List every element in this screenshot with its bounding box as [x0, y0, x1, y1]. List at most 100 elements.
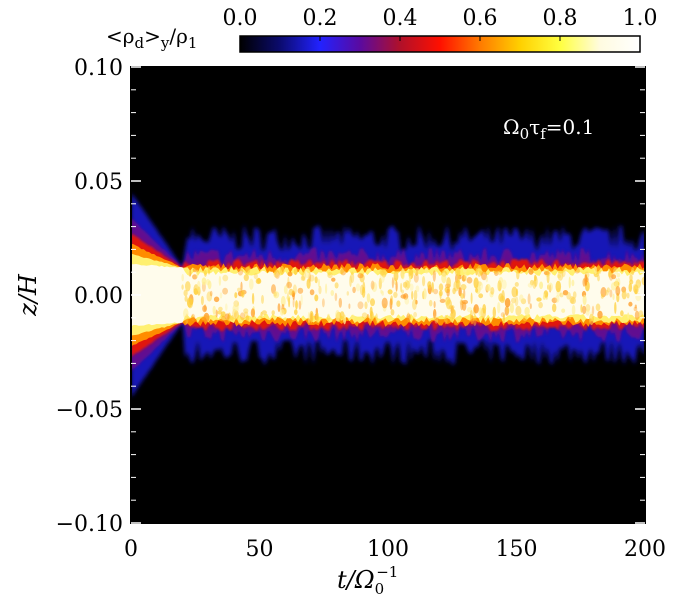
- turbulence-speck: [404, 297, 410, 305]
- turbulence-speck: [361, 286, 366, 298]
- turbulence-speck: [283, 285, 288, 295]
- turbulence-speck: [591, 305, 595, 315]
- turbulence-speck: [498, 293, 504, 302]
- turbulence-speck: [606, 287, 611, 293]
- turbulence-speck: [514, 282, 519, 287]
- turbulence-speck: [566, 292, 571, 300]
- turbulence-speck: [501, 279, 507, 290]
- turbulence-speck: [281, 308, 285, 315]
- turbulence-speck: [589, 313, 594, 326]
- turbulence-speck: [608, 270, 612, 278]
- turbulence-speck: [350, 314, 355, 320]
- turbulence-speck: [595, 303, 601, 312]
- turbulence-speck: [401, 289, 404, 294]
- turbulence-speck: [314, 294, 319, 302]
- turbulence-speck: [234, 292, 238, 299]
- turbulence-speck: [213, 296, 220, 303]
- turbulence-speck: [473, 277, 479, 289]
- colorbar-tick-label: 0.4: [383, 6, 418, 31]
- turbulence-speck: [261, 310, 267, 315]
- turbulence-speck: [403, 293, 409, 300]
- turbulence-speck: [255, 278, 262, 285]
- turbulence-speck: [610, 282, 617, 291]
- x-tick-label: 0: [124, 537, 138, 562]
- turbulence-speck: [460, 300, 464, 311]
- turbulence-speck: [315, 312, 319, 323]
- turbulence-speck: [378, 277, 382, 290]
- turbulence-speck: [334, 292, 338, 302]
- turbulence-speck: [387, 289, 393, 295]
- turbulence-speck: [529, 279, 534, 286]
- turbulence-speck: [415, 269, 419, 276]
- turbulence-speck: [446, 288, 450, 297]
- turbulence-speck: [572, 291, 577, 299]
- turbulence-speck: [401, 268, 405, 280]
- turbulence-speck: [409, 283, 414, 291]
- turbulence-speck: [631, 267, 635, 276]
- turbulence-speck: [476, 265, 482, 277]
- turbulence-speck: [492, 306, 496, 319]
- turbulence-speck: [304, 266, 311, 279]
- turbulence-speck: [389, 298, 393, 310]
- turbulence-speck: [545, 292, 548, 300]
- colorbar-tick-label: 0.6: [463, 6, 498, 31]
- turbulence-speck: [395, 280, 398, 292]
- turbulence-speck: [327, 313, 330, 319]
- turbulence-speck: [287, 271, 293, 277]
- turbulence-speck: [370, 298, 375, 307]
- turbulence-speck: [634, 304, 637, 309]
- turbulence-speck: [207, 265, 211, 275]
- turbulence-speck: [620, 310, 624, 317]
- turbulence-speck: [444, 283, 451, 289]
- turbulence-speck: [193, 284, 199, 296]
- turbulence-speck: [400, 282, 403, 293]
- turbulence-speck: [590, 311, 593, 322]
- turbulence-speck: [635, 283, 641, 290]
- turbulence-speck: [552, 303, 557, 313]
- y-tick-label: −0.10: [56, 512, 123, 537]
- colorbar-ticks: 0.0 0.2 0.4 0.6 0.8 1.0: [223, 6, 658, 41]
- turbulence-speck: [396, 300, 401, 308]
- turbulence-speck: [571, 279, 575, 287]
- turbulence-speck: [339, 311, 345, 320]
- turbulence-speck: [325, 283, 328, 294]
- turbulence-speck: [538, 301, 543, 309]
- turbulence-speck: [593, 266, 598, 275]
- turbulence-speck: [415, 285, 420, 293]
- turbulence-speck: [497, 270, 503, 276]
- turbulence-speck: [292, 297, 295, 308]
- turbulence-speck: [297, 287, 304, 294]
- turbulence-speck: [514, 296, 519, 307]
- turbulence-speck: [568, 315, 572, 319]
- turbulence-speck: [519, 294, 524, 302]
- turbulence-speck: [237, 287, 242, 292]
- turbulence-speck: [497, 302, 501, 314]
- turbulence-speck: [478, 293, 484, 299]
- colorbar-tick-label: 1.0: [623, 6, 658, 31]
- turbulence-speck: [380, 289, 383, 294]
- turbulence-speck: [317, 278, 320, 288]
- turbulence-speck: [300, 294, 303, 306]
- turbulence-speck: [611, 274, 617, 280]
- turbulence-speck: [506, 307, 510, 314]
- turbulence-speck: [245, 315, 250, 322]
- turbulence-speck: [295, 300, 298, 310]
- turbulence-speck: [352, 286, 356, 294]
- turbulence-speck: [203, 312, 210, 323]
- turbulence-speck: [626, 292, 630, 299]
- turbulence-speck: [562, 290, 569, 296]
- turbulence-speck: [455, 279, 461, 290]
- turbulence-speck: [230, 315, 234, 321]
- turbulence-speck: [543, 293, 546, 300]
- turbulence-speck: [402, 281, 408, 288]
- turbulence-speck: [485, 275, 489, 283]
- turbulence-speck: [428, 299, 433, 307]
- turbulence-speck: [243, 308, 249, 314]
- turbulence-speck: [555, 295, 560, 303]
- turbulence-speck: [460, 284, 467, 290]
- turbulence-speck: [249, 278, 254, 290]
- turbulence-speck: [596, 265, 602, 275]
- colorbar-tick-label: 0.8: [543, 6, 578, 31]
- turbulence-speck: [375, 313, 378, 324]
